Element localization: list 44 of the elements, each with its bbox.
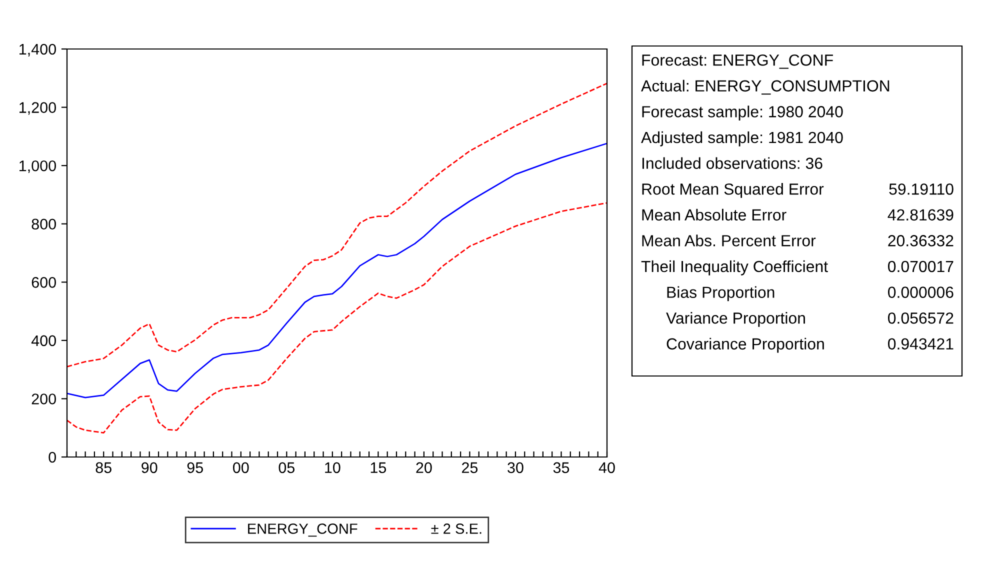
y-tick-label: 200 (32, 394, 56, 404)
y-tick-label: 1,200 (20, 102, 56, 115)
text: Variance Proportion (666, 312, 805, 327)
y-tick-label: 600 (32, 277, 56, 288)
x-tick-label: 05 (278, 462, 295, 474)
y-tick-label: 800 (32, 218, 56, 230)
text: Mean Abs. Percent Error (642, 234, 816, 246)
text: Bias Proportion (667, 286, 774, 302)
text: 0.056572 (888, 312, 954, 324)
legend-label: ± 2 S.E. (431, 524, 482, 534)
text: Actual: ENERGY_CONSUMPTION (641, 80, 890, 95)
y-tick-label: 400 (31, 335, 56, 346)
x-tick-label: 85 (96, 462, 112, 474)
text: Adjusted sample: 1981 2040 (641, 131, 843, 146)
x-tick-label: 00 (233, 462, 249, 474)
y-tick-label: 0 (48, 452, 56, 463)
line-series (67, 142, 607, 398)
text: 0.000006 (888, 286, 954, 298)
line-series (67, 82, 607, 368)
text: Theil Inequality Coefficient (641, 260, 828, 276)
x-tick-label: 10 (325, 462, 340, 474)
x-tick-label: 25 (462, 462, 478, 474)
x-tick-label: 90 (142, 462, 158, 474)
line-series (67, 202, 607, 434)
text: 59.19110 (889, 183, 954, 195)
text: Covariance Proportion (666, 338, 824, 353)
text: Forecast sample: 1980 2040 (642, 106, 843, 121)
x-tick-label: 30 (508, 462, 524, 474)
text: Mean Absolute Error (642, 208, 786, 221)
text: 42.81639 (888, 209, 954, 221)
text: Forecast: ENERGY_CONF (642, 54, 833, 69)
text: 20.36332 (888, 235, 954, 246)
x-tick-label: 15 (370, 462, 386, 474)
text: 0.943421 (888, 338, 954, 350)
x-tick-label: 95 (187, 462, 203, 474)
x-tick-label: 20 (416, 462, 432, 474)
text: Root Mean Squared Error (642, 183, 824, 198)
y-tick-label: 1,400 (20, 44, 56, 56)
text: Included observations: 36 (642, 157, 822, 169)
x-tick-label: 40 (598, 462, 615, 474)
legend-label: ENERGY_CONF (248, 524, 358, 537)
x-tick-label: 35 (553, 462, 570, 474)
y-tick-label: 1,000 (20, 160, 56, 174)
text: 0.070017 (888, 260, 954, 272)
